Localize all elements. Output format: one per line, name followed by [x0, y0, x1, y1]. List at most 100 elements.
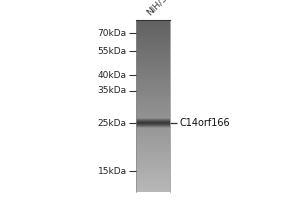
- Bar: [136, 108, 170, 109]
- Bar: [136, 126, 170, 127]
- Text: 25kDa: 25kDa: [98, 118, 127, 128]
- Bar: [136, 122, 170, 123]
- Bar: [136, 114, 170, 115]
- Bar: [136, 120, 170, 121]
- Bar: [136, 27, 170, 28]
- Bar: [136, 34, 170, 35]
- Bar: [136, 174, 170, 175]
- Bar: [136, 182, 170, 183]
- Bar: [136, 180, 170, 181]
- Bar: [136, 106, 170, 107]
- Bar: [136, 44, 170, 45]
- Bar: [136, 127, 170, 128]
- Bar: [136, 55, 170, 56]
- Bar: [136, 69, 170, 70]
- Bar: [136, 138, 170, 139]
- Bar: [136, 176, 170, 177]
- Bar: [136, 25, 170, 26]
- Bar: [136, 128, 170, 129]
- Bar: [136, 118, 170, 119]
- Text: NIH/3T3: NIH/3T3: [145, 0, 177, 17]
- Bar: [136, 21, 170, 22]
- Bar: [136, 116, 170, 117]
- Bar: [136, 121, 170, 122]
- Bar: [136, 71, 170, 72]
- Bar: [136, 110, 170, 111]
- Bar: [136, 89, 170, 90]
- Bar: [136, 35, 170, 36]
- Bar: [136, 111, 170, 112]
- Bar: [136, 56, 170, 57]
- Bar: [136, 51, 170, 52]
- Bar: [136, 168, 170, 169]
- Bar: [136, 122, 170, 123]
- Bar: [136, 188, 170, 189]
- Bar: [136, 67, 170, 68]
- Bar: [136, 67, 170, 68]
- Bar: [136, 50, 170, 51]
- Bar: [136, 143, 170, 144]
- Bar: [136, 76, 170, 77]
- Bar: [136, 132, 170, 133]
- Bar: [136, 161, 170, 162]
- Bar: [136, 167, 170, 168]
- Bar: [136, 54, 170, 55]
- Bar: [136, 53, 170, 54]
- Text: 15kDa: 15kDa: [98, 166, 127, 176]
- Bar: [136, 106, 170, 107]
- Text: C14orf166: C14orf166: [180, 118, 231, 128]
- Bar: [136, 118, 170, 119]
- Bar: [136, 46, 170, 47]
- Bar: [136, 158, 170, 159]
- Bar: [136, 28, 170, 29]
- Bar: [136, 117, 170, 118]
- Bar: [136, 165, 170, 166]
- Bar: [136, 151, 170, 152]
- Bar: [136, 87, 170, 88]
- Bar: [136, 20, 170, 21]
- Bar: [136, 163, 170, 164]
- Bar: [136, 165, 170, 166]
- Bar: [136, 30, 170, 31]
- Bar: [136, 60, 170, 61]
- Bar: [136, 43, 170, 44]
- Bar: [136, 148, 170, 149]
- Bar: [136, 135, 170, 136]
- Bar: [136, 88, 170, 89]
- Bar: [136, 91, 170, 92]
- Bar: [136, 170, 170, 171]
- Bar: [136, 59, 170, 60]
- Bar: [136, 96, 170, 97]
- Bar: [136, 133, 170, 134]
- Bar: [136, 79, 170, 80]
- Bar: [136, 119, 170, 120]
- Bar: [136, 24, 170, 25]
- Bar: [136, 156, 170, 157]
- Bar: [136, 33, 170, 34]
- Bar: [136, 153, 170, 154]
- Bar: [136, 177, 170, 178]
- Bar: [136, 144, 170, 145]
- Bar: [136, 191, 170, 192]
- Bar: [136, 179, 170, 180]
- Bar: [136, 181, 170, 182]
- Bar: [136, 189, 170, 190]
- Bar: [136, 176, 170, 177]
- Bar: [136, 129, 170, 130]
- Bar: [136, 78, 170, 79]
- Bar: [136, 130, 170, 131]
- Bar: [136, 86, 170, 87]
- Bar: [136, 119, 170, 120]
- Bar: [136, 153, 170, 154]
- Bar: [136, 166, 170, 167]
- Bar: [136, 120, 170, 121]
- Bar: [136, 137, 170, 138]
- Bar: [136, 145, 170, 146]
- Bar: [136, 157, 170, 158]
- Bar: [136, 63, 170, 64]
- Bar: [136, 171, 170, 172]
- Bar: [136, 23, 170, 24]
- Bar: [136, 149, 170, 150]
- Bar: [136, 77, 170, 78]
- Bar: [136, 157, 170, 158]
